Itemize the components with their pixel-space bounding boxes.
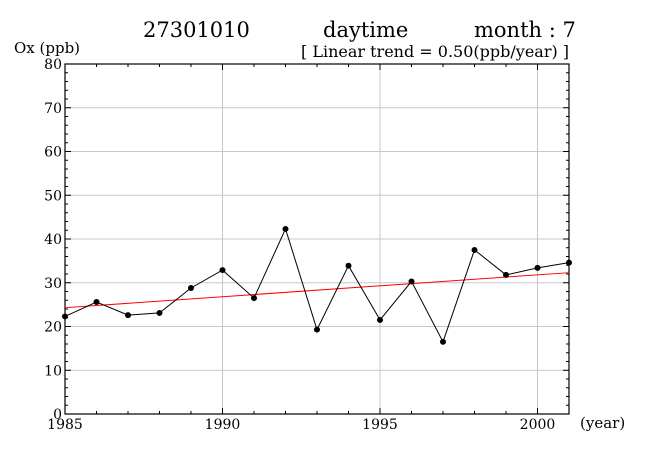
y-tick-label: 20 [44, 320, 62, 336]
data-point [93, 299, 100, 305]
period-label: daytime [323, 18, 409, 42]
y-tick-labels: 0 10 20 30 40 50 60 70 80 [44, 57, 62, 423]
axis-ticks [64, 63, 569, 415]
x-tick-label: 1985 [47, 417, 83, 433]
data-point [345, 262, 352, 269]
x-tick-label: 1990 [205, 417, 241, 433]
data-point [314, 326, 320, 333]
data-point [156, 309, 163, 316]
data-point [219, 267, 226, 274]
data-point [251, 295, 257, 302]
y-tick-label: 60 [44, 145, 62, 161]
data-point [282, 225, 289, 232]
data-points [62, 225, 572, 345]
grid-lines [65, 64, 569, 414]
data-point [440, 338, 446, 345]
y-axis-label: Ox (ppb) [14, 39, 80, 57]
linear-trend-line [64, 272, 570, 309]
y-tick-label: 70 [44, 101, 62, 117]
data-point [534, 264, 541, 271]
x-tick-label: 1995 [362, 417, 398, 433]
trend-label: [ Linear trend = 0.50(ppb/year) ] [301, 42, 570, 61]
data-point [503, 271, 509, 278]
y-tick-label: 80 [44, 57, 62, 73]
month-label: month : 7 [474, 18, 576, 42]
data-point [62, 313, 68, 320]
y-tick-label: 40 [44, 232, 62, 248]
x-axis-label: (year) [580, 414, 625, 432]
data-point [408, 278, 415, 285]
y-tick-label: 30 [44, 276, 62, 292]
data-point [125, 312, 131, 319]
data-point [566, 259, 572, 266]
data-point [471, 246, 478, 253]
y-tick-label: 10 [44, 363, 62, 379]
series-line [64, 227, 570, 344]
x-tick-label: 2000 [520, 417, 556, 433]
y-tick-label: 0 [53, 407, 62, 423]
data-point [188, 285, 194, 291]
data-point [377, 316, 383, 323]
station-id: 27301010 [143, 18, 250, 42]
x-tick-labels: 1985 1990 1995 2000 [47, 417, 555, 433]
y-tick-label: 50 [44, 188, 62, 204]
